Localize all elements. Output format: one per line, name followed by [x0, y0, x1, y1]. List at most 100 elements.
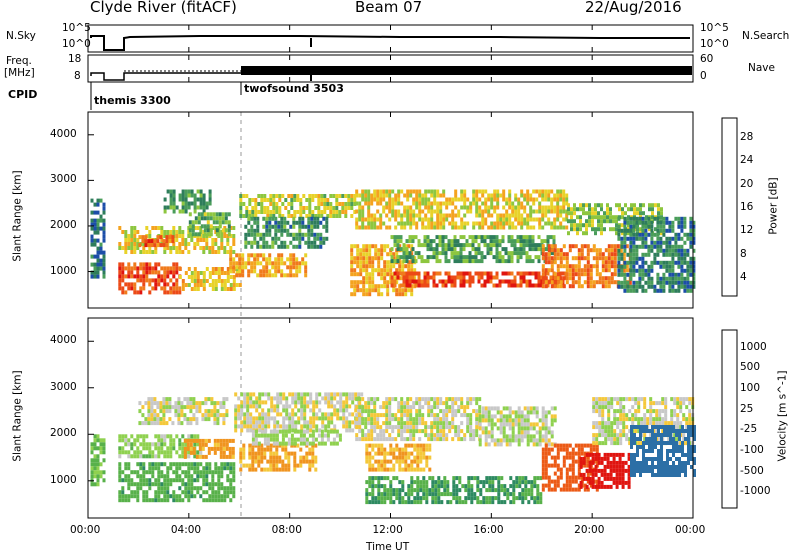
power-cell: [474, 255, 478, 260]
power-cell: [674, 240, 678, 245]
power-cell: [528, 259, 532, 264]
vel-cell: [150, 397, 154, 402]
power-cell: [556, 213, 560, 218]
power-cell: [498, 251, 502, 256]
vel-cell: [121, 446, 125, 451]
power-cell: [610, 272, 614, 277]
vel-cell: [124, 494, 128, 499]
power-cell: [550, 189, 554, 194]
power-cell: [248, 198, 252, 202]
vel-cell: [431, 492, 435, 497]
power-cell: [441, 283, 445, 288]
vel-cell: [222, 397, 226, 402]
power-cell: [511, 221, 515, 226]
power-cell: [421, 193, 425, 198]
power-cell: [519, 243, 523, 248]
vel-cell: [193, 454, 197, 459]
vel-cell: [484, 434, 488, 439]
power-cell: [203, 224, 207, 229]
power-cell: [145, 226, 149, 230]
power-cell: [278, 198, 282, 202]
vel-cell: [168, 409, 172, 414]
vel-cell: [430, 433, 434, 438]
power-cell: [376, 209, 380, 214]
vel-cell: [339, 392, 343, 397]
vel-cell: [324, 412, 328, 417]
power-cell: [214, 226, 218, 230]
power-cell: [396, 259, 400, 264]
vel-cell: [499, 426, 503, 431]
power-cell: [612, 227, 615, 232]
power-cell: [411, 259, 415, 264]
power-cell: [389, 252, 393, 257]
power-cell: [659, 224, 663, 229]
power-cell: [265, 228, 269, 233]
vel-cell: [433, 417, 437, 422]
power-cell: [121, 230, 125, 234]
vel-cell: [163, 450, 167, 455]
vel-cell: [282, 404, 286, 409]
vel-cell: [514, 418, 518, 423]
power-cell: [181, 230, 185, 234]
vel-cell: [502, 430, 506, 435]
vel-cell: [379, 437, 383, 442]
power-cell: [556, 189, 560, 194]
vel-cell: [187, 482, 191, 487]
power-cell: [90, 198, 94, 203]
vel-cell: [400, 421, 404, 426]
power-cell: [632, 224, 636, 229]
vel-cell: [257, 459, 261, 464]
power-cell: [547, 189, 551, 194]
vel-cell: [351, 396, 355, 401]
vel-cell: [201, 442, 205, 447]
power-cell: [656, 280, 660, 285]
power-cell: [594, 231, 597, 236]
power-cell: [199, 238, 203, 242]
power-cell: [166, 205, 170, 210]
power-cell: [583, 264, 587, 269]
vel-cell: [190, 474, 194, 479]
power-cell: [232, 250, 236, 254]
power-cell: [175, 234, 179, 238]
power-cell: [205, 238, 209, 242]
power-cell: [447, 259, 451, 264]
vel-cell: [151, 450, 155, 455]
power-cell: [247, 216, 251, 221]
vel-cell: [193, 486, 197, 491]
power-cell: [647, 232, 651, 237]
power-cell: [368, 280, 372, 285]
power-cell: [160, 274, 164, 279]
power-cell: [274, 240, 278, 245]
vel-cell: [201, 438, 205, 443]
vel-cell: [321, 396, 325, 401]
vel-cell: [479, 500, 483, 505]
power-cell: [266, 214, 270, 218]
power-cell: [411, 275, 415, 280]
power-cell: [376, 225, 380, 230]
power-cell: [265, 244, 269, 249]
power-cell: [657, 203, 660, 208]
vel-cell: [201, 454, 205, 459]
vel-cell: [476, 500, 480, 505]
power-cell: [181, 287, 185, 291]
vel-cell: [297, 396, 301, 401]
power-cell: [408, 275, 412, 280]
power-cell: [193, 205, 197, 210]
power-cell: [579, 227, 582, 232]
power-cell: [448, 213, 452, 218]
power-cell: [526, 193, 530, 198]
power-cell: [90, 210, 94, 215]
power-cell: [415, 221, 419, 226]
power-cell: [561, 279, 565, 284]
power-cell: [139, 262, 143, 267]
power-cell: [96, 266, 100, 271]
power-cell: [316, 220, 320, 225]
power-cell: [402, 283, 406, 288]
power-cell: [544, 252, 548, 257]
vel-cell: [434, 480, 438, 485]
power-cell: [299, 198, 303, 202]
power-cell: [358, 193, 362, 198]
vel-cell: [166, 482, 170, 487]
power-cell: [550, 268, 554, 273]
vel-cell: [300, 404, 304, 409]
